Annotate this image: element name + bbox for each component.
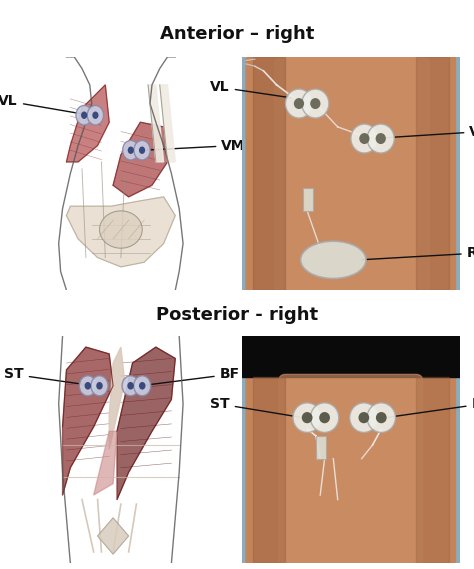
- Circle shape: [134, 376, 151, 396]
- Circle shape: [139, 382, 146, 390]
- FancyBboxPatch shape: [274, 57, 429, 292]
- Circle shape: [367, 403, 395, 432]
- Text: BF: BF: [388, 397, 474, 417]
- Circle shape: [84, 382, 91, 390]
- FancyBboxPatch shape: [246, 50, 456, 297]
- Circle shape: [351, 124, 378, 153]
- Circle shape: [375, 133, 386, 144]
- Circle shape: [87, 105, 104, 125]
- Text: Posterior - right: Posterior - right: [156, 306, 318, 324]
- Text: REF: REF: [362, 246, 474, 260]
- Circle shape: [302, 412, 312, 423]
- Circle shape: [134, 141, 150, 160]
- Polygon shape: [109, 347, 125, 450]
- Polygon shape: [148, 85, 164, 162]
- Text: VM: VM: [147, 138, 246, 152]
- Circle shape: [376, 412, 387, 423]
- Text: Anterior – right: Anterior – right: [160, 25, 314, 43]
- Bar: [316, 436, 326, 459]
- Text: VL: VL: [0, 94, 87, 115]
- Circle shape: [359, 133, 370, 144]
- FancyBboxPatch shape: [279, 374, 423, 566]
- Polygon shape: [66, 85, 109, 162]
- Polygon shape: [66, 197, 175, 267]
- Polygon shape: [117, 347, 175, 500]
- Bar: [303, 188, 313, 211]
- Circle shape: [310, 403, 339, 432]
- Circle shape: [81, 112, 87, 119]
- Circle shape: [122, 376, 139, 396]
- Text: VL: VL: [210, 80, 296, 98]
- FancyBboxPatch shape: [246, 370, 456, 569]
- Text: ST: ST: [210, 397, 300, 417]
- Circle shape: [128, 382, 134, 390]
- Circle shape: [302, 89, 329, 118]
- Circle shape: [139, 146, 145, 154]
- Bar: [416, 377, 449, 563]
- Text: VM: VM: [375, 125, 474, 139]
- Circle shape: [96, 382, 103, 390]
- Polygon shape: [94, 431, 117, 495]
- Bar: [253, 57, 285, 290]
- Circle shape: [76, 105, 92, 125]
- Circle shape: [294, 98, 304, 109]
- Ellipse shape: [100, 211, 142, 248]
- Circle shape: [358, 412, 369, 423]
- Bar: [416, 57, 449, 290]
- Circle shape: [350, 403, 378, 432]
- Circle shape: [123, 141, 139, 160]
- Bar: [242, 336, 460, 377]
- Polygon shape: [113, 122, 167, 197]
- Polygon shape: [63, 347, 113, 495]
- Circle shape: [285, 89, 312, 118]
- Circle shape: [128, 146, 134, 154]
- Circle shape: [319, 412, 330, 423]
- Text: BF: BF: [143, 368, 240, 385]
- Bar: [253, 377, 285, 563]
- Circle shape: [79, 376, 96, 396]
- Circle shape: [91, 376, 108, 396]
- Ellipse shape: [301, 241, 366, 279]
- Circle shape: [92, 112, 99, 119]
- Text: ST: ST: [4, 368, 91, 385]
- Circle shape: [293, 403, 321, 432]
- Polygon shape: [98, 518, 128, 554]
- Circle shape: [367, 124, 394, 153]
- Polygon shape: [160, 85, 175, 162]
- Circle shape: [310, 98, 320, 109]
